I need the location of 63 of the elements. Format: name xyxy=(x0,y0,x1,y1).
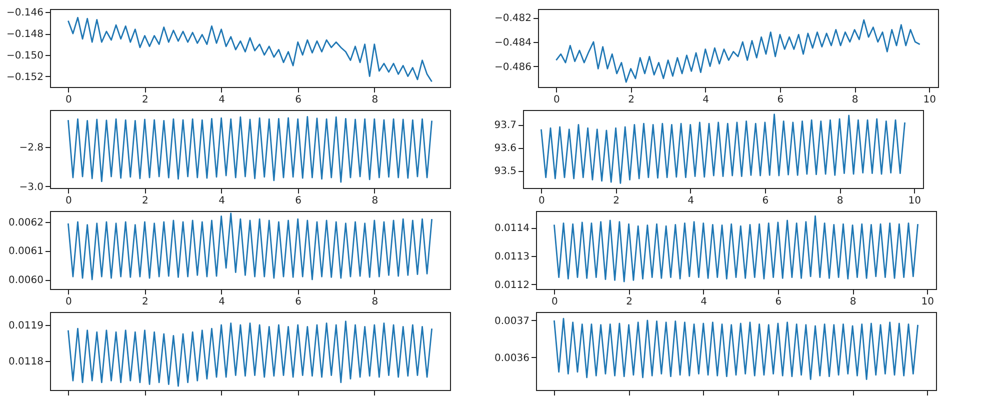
y-tick-label: −0.152 xyxy=(6,72,44,83)
y-tick-label: 0.0036 xyxy=(494,352,530,364)
x-tick-label: 0 xyxy=(551,296,558,308)
x-tick-label: 4 xyxy=(688,196,694,206)
x-tick-label: 2 xyxy=(142,94,148,106)
x-tick-label: 6 xyxy=(295,296,302,308)
x-tick-label: 8 xyxy=(852,94,858,106)
y-tick-label: 0.0037 xyxy=(494,316,530,327)
y-tick-label: 0.0112 xyxy=(494,280,530,291)
x-tick-label: 6 xyxy=(295,196,302,206)
y-tick-label: −0.482 xyxy=(494,13,532,24)
x-tick-label: 8 xyxy=(850,296,856,308)
y-tick-label: 0.0061 xyxy=(8,246,44,258)
y-tick-label: −0.148 xyxy=(6,29,44,40)
x-tick-label: 2 xyxy=(626,296,632,308)
line-series xyxy=(67,212,433,280)
x-tick-label: 8 xyxy=(372,296,378,308)
x-tick-label: 10 xyxy=(908,196,922,206)
x-tick-label: 0 xyxy=(65,196,72,206)
y-tick-label: 93.7 xyxy=(494,120,516,132)
line-series xyxy=(555,19,921,83)
x-tick-label: 8 xyxy=(372,94,378,106)
y-tick-label: −3.0 xyxy=(19,182,44,193)
y-tick-label: −0.146 xyxy=(6,8,44,19)
x-tick-label: 0 xyxy=(553,94,560,106)
x-tick-label: 6 xyxy=(762,196,769,206)
y-tick-label: −2.8 xyxy=(19,142,44,154)
x-tick-label: 2 xyxy=(628,94,634,106)
x-tick-label: 4 xyxy=(218,196,225,206)
x-tick-label: 8 xyxy=(372,196,378,206)
x-tick-label: 4 xyxy=(700,296,708,308)
y-tick-label: 0.0060 xyxy=(8,275,44,286)
x-tick-label: 6 xyxy=(777,94,784,106)
x-tick-label: 4 xyxy=(702,94,710,106)
y-tick-label: 0.0119 xyxy=(8,320,44,332)
line-series xyxy=(540,114,906,184)
y-tick-label: 0.0113 xyxy=(494,251,530,262)
x-tick-label: 2 xyxy=(142,296,148,308)
x-tick-label: 6 xyxy=(295,94,302,106)
x-tick-label: 10 xyxy=(923,94,936,106)
line-series xyxy=(553,215,919,282)
line-series xyxy=(67,116,433,183)
x-tick-label: 10 xyxy=(921,296,934,308)
x-tick-label: 6 xyxy=(775,296,782,308)
y-tick-label: 0.0062 xyxy=(8,217,44,228)
x-tick-label: 0 xyxy=(65,296,72,308)
y-tick-label: 93.5 xyxy=(494,166,516,178)
y-tick-label: 0.0118 xyxy=(8,356,44,368)
x-tick-label: 4 xyxy=(218,296,225,308)
y-tick-label: −0.486 xyxy=(494,62,532,73)
x-tick-label: 4 xyxy=(218,94,225,106)
x-tick-label: 2 xyxy=(142,196,148,206)
line-series xyxy=(67,320,433,387)
y-tick-label: −0.484 xyxy=(494,37,532,48)
line-series xyxy=(67,16,433,82)
y-tick-label: 0.0114 xyxy=(494,223,530,234)
y-tick-label: 93.6 xyxy=(494,143,516,154)
y-tick-label: −0.150 xyxy=(6,50,44,62)
x-tick-label: 8 xyxy=(836,196,844,206)
x-tick-label: 2 xyxy=(613,196,620,206)
line-series xyxy=(553,318,919,380)
x-tick-label: 0 xyxy=(65,94,72,106)
x-tick-label: 0 xyxy=(538,196,545,206)
